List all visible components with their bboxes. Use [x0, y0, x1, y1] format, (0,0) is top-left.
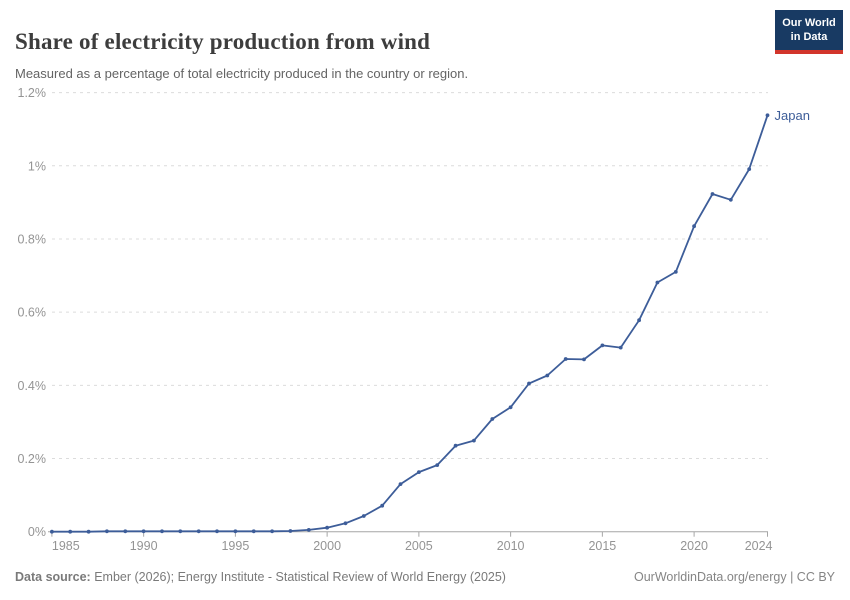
- x-tick-label: 1990: [130, 539, 158, 553]
- data-point[interactable]: [196, 529, 201, 534]
- data-point[interactable]: [527, 381, 531, 386]
- attribution-license: OurWorldinData.org/energy | CC BY: [633, 570, 835, 584]
- data-point[interactable]: [417, 470, 421, 474]
- x-tick-label: 1995: [221, 539, 249, 553]
- data-point[interactable]: [655, 280, 660, 285]
- data-point[interactable]: [361, 514, 366, 518]
- data-point[interactable]: [251, 529, 256, 534]
- chart-canvas[interactable]: 0% 0.2% 0.4% 0.6% 0.8% 1% 1.2% 1985 1990 1995 2000…: [0, 0, 850, 560]
- owid-logo-line2: in Data: [790, 31, 828, 44]
- data-point[interactable]: [472, 438, 476, 443]
- data-source-note: Data source: Ember (2026); Energy Instit…: [15, 570, 506, 584]
- data-point[interactable]: [563, 357, 568, 361]
- data-point[interactable]: [306, 528, 311, 532]
- series-label-japan: Japan: [775, 108, 810, 123]
- data-point[interactable]: [68, 529, 73, 534]
- y-tick-label: 0.4%: [18, 379, 47, 393]
- data-point[interactable]: [673, 270, 678, 274]
- wind-share-line-chart[interactable]: 0% 0.2% 0.4% 0.6% 0.8% 1% 1.2% 1985 1990 1995 2000…: [0, 0, 850, 560]
- data-point[interactable]: [343, 521, 348, 526]
- y-tick-label: 0.2%: [18, 452, 47, 466]
- data-point[interactable]: [618, 345, 623, 350]
- data-point[interactable]: [105, 529, 109, 534]
- data-point[interactable]: [178, 529, 183, 534]
- data-point[interactable]: [270, 529, 274, 534]
- data-source-label: Data source:: [15, 570, 91, 584]
- owid-logo-line1: Our World: [782, 17, 836, 29]
- data-point[interactable]: [637, 318, 641, 323]
- y-tick-label: 0.8%: [18, 232, 47, 246]
- data-point[interactable]: [50, 529, 54, 534]
- owid-logo[interactable]: Our World in Data: [775, 10, 843, 54]
- data-point[interactable]: [765, 113, 770, 118]
- page-subtitle: Measured as a percentage of total electr…: [15, 66, 469, 81]
- x-tick-label: 1985: [52, 539, 80, 553]
- y-tick-label: 0.6%: [18, 306, 47, 320]
- data-point[interactable]: [710, 192, 715, 196]
- data-point[interactable]: [160, 529, 164, 534]
- x-tick-label: 2010: [497, 539, 525, 553]
- data-point[interactable]: [435, 463, 440, 467]
- data-point[interactable]: [490, 417, 495, 421]
- x-tick-label: 2024: [745, 539, 773, 553]
- x-tick-label: 2005: [405, 539, 433, 553]
- data-point[interactable]: [453, 443, 458, 448]
- data-point[interactable]: [728, 197, 733, 202]
- x-tick-label: 2015: [588, 539, 616, 553]
- data-point[interactable]: [508, 405, 513, 410]
- data-point[interactable]: [600, 343, 605, 348]
- chart-footer: Data source: Ember (2026); Energy Instit…: [15, 570, 835, 584]
- y-tick-label: 0%: [28, 525, 46, 539]
- series-line-japan[interactable]: [51, 114, 769, 533]
- data-point[interactable]: [582, 357, 586, 362]
- y-tick-label: 1%: [28, 159, 46, 173]
- data-point[interactable]: [545, 373, 550, 378]
- data-point[interactable]: [215, 529, 219, 534]
- x-tick-label: 2020: [680, 539, 708, 553]
- page-title: Share of electricity production from win…: [15, 29, 431, 55]
- x-tick-label: 2000: [313, 539, 341, 553]
- data-point[interactable]: [123, 529, 128, 534]
- data-point[interactable]: [747, 167, 752, 172]
- data-point[interactable]: [325, 525, 329, 530]
- data-point[interactable]: [233, 529, 238, 534]
- y-tick-label: 1.2%: [18, 86, 47, 100]
- data-point[interactable]: [380, 503, 385, 508]
- data-point[interactable]: [141, 529, 146, 534]
- data-point[interactable]: [398, 482, 403, 486]
- data-point[interactable]: [86, 529, 91, 534]
- data-source-text: Ember (2026); Energy Institute - Statist…: [90, 570, 506, 584]
- data-point[interactable]: [288, 529, 293, 533]
- data-point[interactable]: [692, 224, 696, 229]
